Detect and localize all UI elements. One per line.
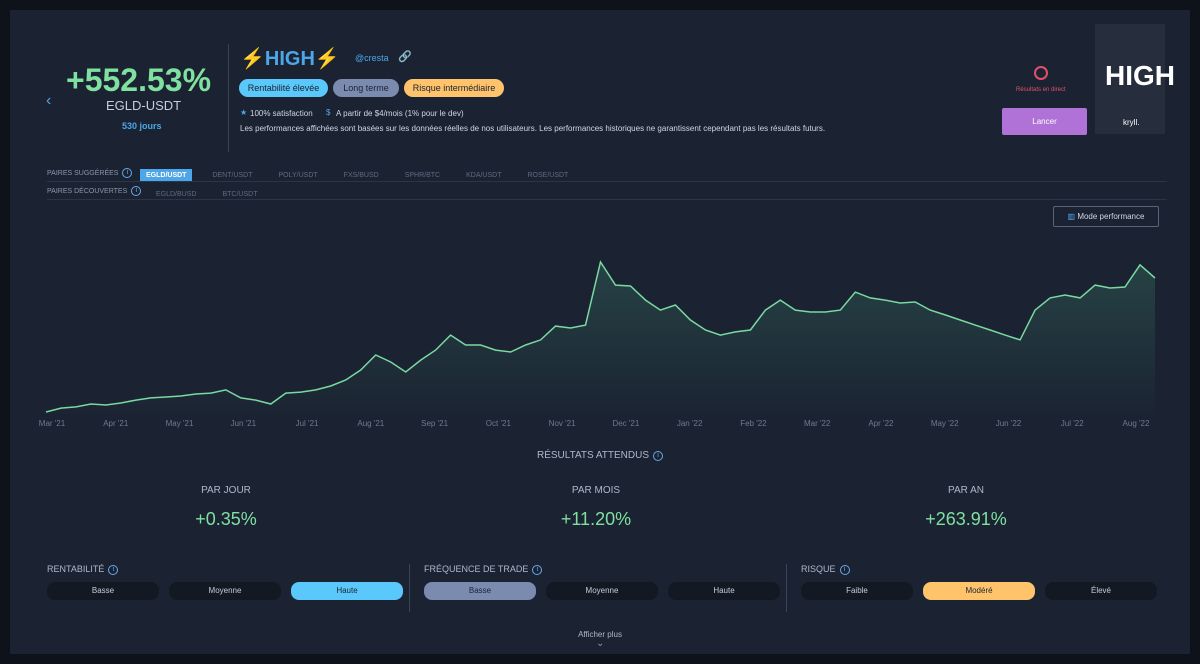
filter-option[interactable]: Basse bbox=[424, 582, 536, 600]
x-tick-label: May '22 bbox=[931, 419, 959, 428]
label: RISQUE bbox=[801, 564, 836, 574]
x-tick-label: Mar '21 bbox=[39, 419, 66, 428]
suggested-label: PAIRES SUGGÉRÉES i bbox=[47, 168, 133, 178]
tag: Long terme bbox=[333, 79, 399, 97]
link-icon[interactable]: 🔗 bbox=[398, 51, 412, 63]
separator bbox=[47, 199, 1167, 200]
pair[interactable]: DENT/USDT bbox=[212, 172, 253, 179]
result-label: PAR MOIS bbox=[571, 485, 621, 496]
filter-option[interactable]: Moyenne bbox=[546, 582, 658, 600]
divider bbox=[228, 44, 229, 152]
label: Mode performance bbox=[1077, 212, 1145, 221]
price: A partir de $4/mois (1% pour le dev) bbox=[336, 109, 464, 118]
launch-button[interactable]: Lancer bbox=[1002, 108, 1087, 135]
label: PAIRES SUGGÉRÉES bbox=[47, 170, 119, 177]
logo-box: HIGH kryll. bbox=[1095, 24, 1175, 134]
info-icon[interactable]: i bbox=[532, 565, 543, 575]
dollar-icon: $ bbox=[326, 108, 331, 117]
x-tick-label: May '21 bbox=[166, 419, 194, 428]
filter-label: RENTABILITÉ i bbox=[47, 564, 119, 575]
filter-option[interactable]: Modéré bbox=[923, 582, 1035, 600]
tag: Rentabilité élevée bbox=[239, 79, 328, 97]
separator bbox=[47, 181, 1167, 182]
bot-name: ⚡HIGH⚡ bbox=[240, 48, 340, 70]
info-icon[interactable]: i bbox=[131, 186, 142, 196]
discovered-label: PAIRES DÉCOUVERTES i bbox=[47, 186, 142, 196]
logo-brand: kryll. bbox=[1123, 118, 1140, 127]
suggested-pairs: EGLD/USDT DENT/USDT POLY/USDT FXS/BUSD SPHR/… bbox=[140, 164, 588, 182]
x-tick-label: Apr '22 bbox=[868, 419, 894, 428]
filter-option[interactable]: Élevé bbox=[1045, 582, 1157, 600]
filter-option[interactable]: Moyenne bbox=[169, 582, 281, 600]
x-tick-label: Feb '22 bbox=[740, 419, 767, 428]
result-value: +263.91% bbox=[925, 509, 1007, 529]
x-tick-label: Dec '21 bbox=[612, 419, 639, 428]
line bbox=[45, 260, 1156, 413]
x-tick-label: Oct '21 bbox=[486, 419, 512, 428]
live-label[interactable]: Résultats en direct bbox=[1016, 87, 1066, 93]
mode-button[interactable]: ▥ Mode performance bbox=[1053, 206, 1159, 227]
x-tick-label: Apr '21 bbox=[103, 419, 129, 428]
pair[interactable]: POLY/USDT bbox=[278, 172, 318, 179]
label: FRÉQUENCE DE TRADE bbox=[424, 564, 529, 574]
x-tick-label: Jun '22 bbox=[996, 419, 1022, 428]
pair[interactable]: FXS/BUSD bbox=[343, 172, 379, 179]
info-icon[interactable]: i bbox=[839, 565, 850, 575]
result-label: PAR AN bbox=[948, 485, 984, 496]
pair: EGLD-USDT bbox=[106, 98, 182, 113]
logo-text: HIGH bbox=[1105, 60, 1175, 91]
return: +552.53% bbox=[66, 62, 212, 98]
author[interactable]: @cresta bbox=[355, 53, 389, 63]
result-value: +11.20% bbox=[560, 509, 632, 529]
x-tick-label: Mar '22 bbox=[804, 419, 831, 428]
info-icon[interactable]: i bbox=[122, 168, 133, 178]
back-arrow[interactable]: ‹ bbox=[46, 92, 52, 109]
chart: Mar '21 Apr '21 May '21 Jun '21 Jul '21 Aug '… bbox=[39, 260, 1156, 428]
x-tick-label: Jul '21 bbox=[296, 419, 319, 428]
result-label: PAR JOUR bbox=[201, 485, 251, 496]
filter-option[interactable]: Haute bbox=[291, 582, 403, 600]
x-tick-label: Jun '21 bbox=[231, 419, 257, 428]
pair[interactable]: EGLD/USDT bbox=[140, 169, 193, 182]
discovered-pairs: EGLD/BUSD BTC/USDT bbox=[150, 183, 277, 201]
label: PAIRES DÉCOUVERTES bbox=[47, 188, 128, 195]
pair[interactable]: ROSE/USDT bbox=[527, 172, 569, 179]
x-tick-label: Sep '21 bbox=[421, 419, 448, 428]
star-icon: ★ bbox=[240, 108, 248, 117]
info-icon[interactable]: i bbox=[108, 565, 119, 575]
filter-label: FRÉQUENCE DE TRADE i bbox=[424, 564, 543, 575]
filter-option[interactable]: Haute bbox=[668, 582, 780, 600]
x-tick-label: Nov '21 bbox=[549, 419, 576, 428]
label: RENTABILITÉ bbox=[47, 564, 105, 574]
divider bbox=[786, 564, 787, 612]
info-icon[interactable]: i bbox=[653, 451, 664, 461]
live-icon bbox=[1034, 66, 1048, 80]
x-tick-label: Aug '22 bbox=[1123, 419, 1150, 428]
app: ‹ +552.53% EGLD-USDT 530 jours ⚡HIGH⚡ @c… bbox=[10, 10, 1190, 654]
pair[interactable]: BTC/USDT bbox=[222, 191, 258, 198]
filter-label: RISQUE i bbox=[801, 564, 850, 575]
x-tick-label: Aug '21 bbox=[357, 419, 384, 428]
pair[interactable]: SPHR/BTC bbox=[404, 172, 441, 179]
show-more[interactable]: Afficher plus bbox=[578, 630, 622, 639]
label: RÉSULTATS ATTENDUS bbox=[536, 450, 650, 461]
chevron[interactable]: ⌄ bbox=[596, 638, 605, 649]
disclaimer: Les performances affichées sont basées s… bbox=[240, 124, 826, 133]
result-value: +0.35% bbox=[195, 509, 257, 529]
filter-option[interactable]: Faible bbox=[801, 582, 913, 600]
pair[interactable]: EGLD/BUSD bbox=[156, 191, 197, 198]
tag: Risque intermédiaire bbox=[404, 79, 504, 97]
duration: 530 jours bbox=[122, 121, 162, 131]
x-tick-label: Jan '22 bbox=[677, 419, 703, 428]
results-title: RÉSULTATS ATTENDUS i bbox=[10, 450, 1190, 461]
area bbox=[46, 262, 1155, 416]
x-tick-label: Jul '22 bbox=[1061, 419, 1084, 428]
filter-option[interactable]: Basse bbox=[47, 582, 159, 600]
satisfaction: 100% satisfaction bbox=[250, 109, 313, 118]
pair[interactable]: KDA/USDT bbox=[466, 172, 502, 179]
divider bbox=[409, 564, 410, 612]
